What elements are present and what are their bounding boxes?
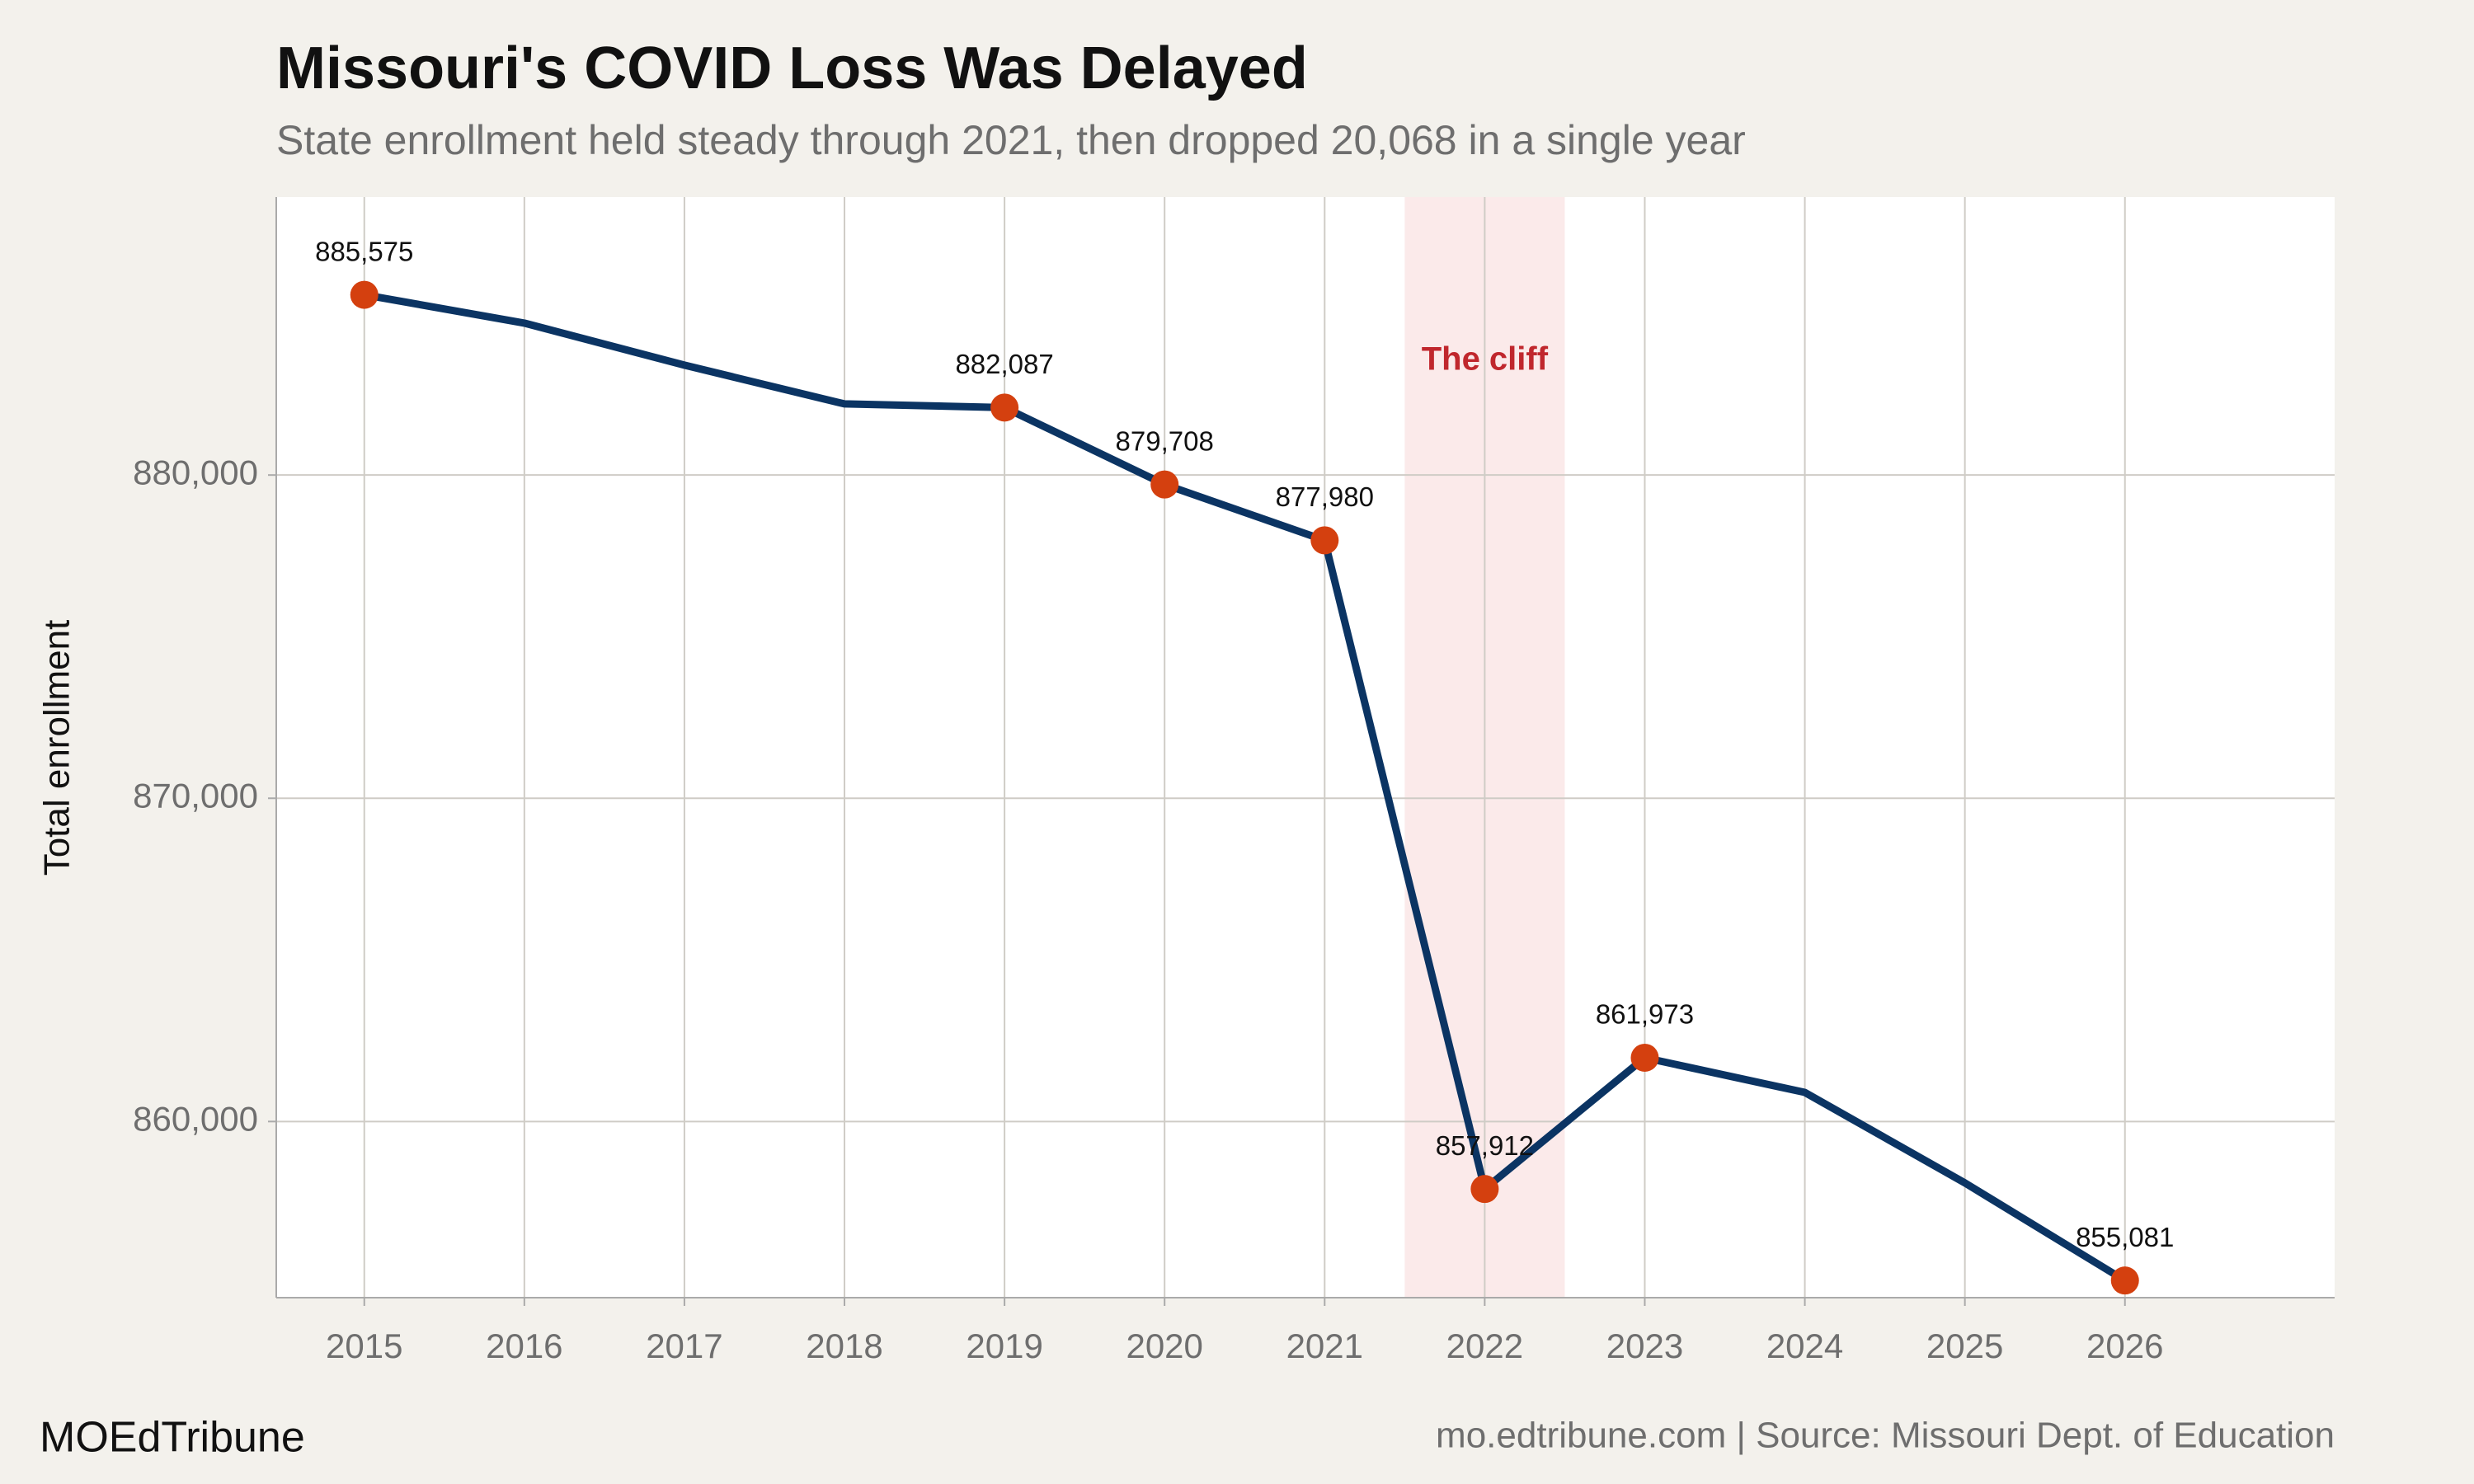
x-tick-label: 2016 <box>486 1327 562 1365</box>
x-tick-label: 2017 <box>646 1327 722 1365</box>
data-point <box>350 280 379 309</box>
chart-title: Missouri's COVID Loss Was Delayed <box>276 35 1308 101</box>
x-tick-label: 2024 <box>1766 1327 1843 1365</box>
data-point <box>2110 1266 2139 1295</box>
y-axis-title: Total enrollment <box>37 620 78 876</box>
data-label: 882,087 <box>955 349 1053 379</box>
x-tick-label: 2025 <box>1926 1327 2003 1365</box>
plot-area <box>276 197 2335 1298</box>
x-tick-label: 2026 <box>2086 1327 2163 1365</box>
x-tick-label: 2023 <box>1606 1327 1683 1365</box>
y-tick-label: 870,000 <box>133 776 258 815</box>
data-point <box>1150 470 1179 499</box>
data-label: 879,708 <box>1116 425 1214 456</box>
y-tick-label: 860,000 <box>133 1099 258 1138</box>
data-label: 861,973 <box>1596 999 1694 1030</box>
data-label: 885,575 <box>315 236 413 266</box>
footer-source: mo.edtribune.com | Source: Missouri Dept… <box>1436 1416 2335 1456</box>
x-tick-label: 2021 <box>1286 1327 1363 1365</box>
y-tick-label: 880,000 <box>133 453 258 491</box>
footer-brand: MOEdTribune <box>40 1414 305 1462</box>
chart-subtitle: State enrollment held steady through 202… <box>276 117 1746 163</box>
data-point <box>1470 1175 1499 1204</box>
data-point <box>1310 526 1339 555</box>
x-tick-label: 2015 <box>326 1327 402 1365</box>
series-line <box>363 291 2128 1284</box>
data-label: 855,081 <box>2076 1222 2174 1252</box>
data-point <box>1630 1043 1659 1072</box>
data-label: 857,912 <box>1436 1130 1534 1161</box>
data-point <box>990 393 1019 422</box>
x-tick-label: 2018 <box>806 1327 882 1365</box>
x-tick-label: 2020 <box>1126 1327 1202 1365</box>
x-tick-label: 2019 <box>966 1327 1042 1365</box>
x-tick-label: 2022 <box>1446 1327 1523 1365</box>
data-label: 877,980 <box>1276 481 1374 512</box>
